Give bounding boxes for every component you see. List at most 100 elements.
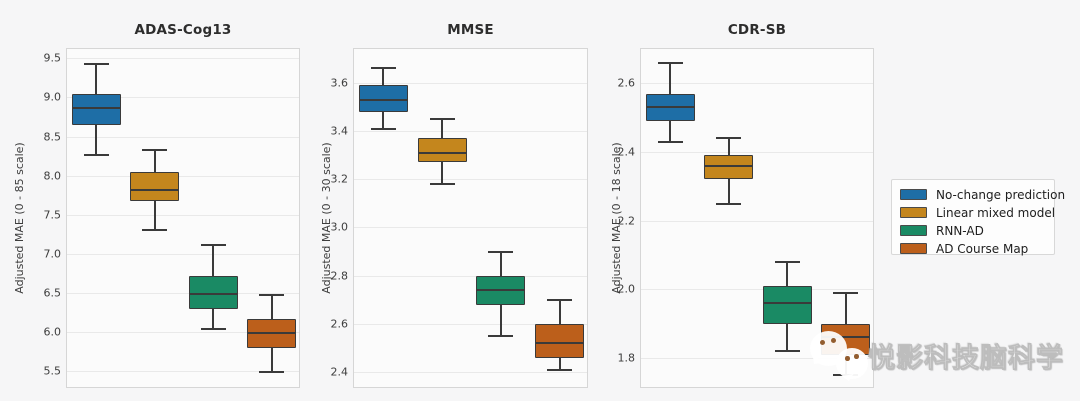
chart-title: ADAS-Cog13 (134, 22, 232, 38)
gridline (67, 136, 299, 138)
box (247, 319, 297, 349)
box (358, 85, 408, 112)
box-median (645, 106, 695, 109)
gridline (354, 275, 587, 277)
legend-swatch-linear-mixed-model (900, 207, 927, 219)
y-tick-label: 5.5 (43, 364, 62, 378)
box-whisker-cap (200, 244, 226, 247)
legend-item-linear-mixed-model: Linear mixed model (900, 205, 1055, 221)
y-tick-label: 3.6 (330, 76, 349, 90)
plot-area: 5.5 6.0 6.5 7.0 7.5 8.0 8.5 9.0 9.5 (44, 48, 300, 388)
box-median (417, 151, 467, 154)
gridline (67, 292, 299, 294)
gridline (354, 179, 587, 181)
gridline (641, 358, 873, 360)
box-median (762, 302, 812, 305)
box-whisker-cap (370, 127, 396, 130)
legend-swatch-no-change-prediction (900, 189, 927, 201)
box-median (821, 336, 871, 339)
box-whisker-cap (547, 368, 573, 371)
legend-swatch-rnn-ad (900, 225, 927, 237)
y-tick-label: 7.5 (43, 208, 62, 222)
box-median (358, 98, 408, 101)
y-tick-label: 6.5 (43, 286, 62, 300)
gridline (67, 331, 299, 333)
wechat-icon (845, 356, 850, 361)
box-whisker-cap (259, 370, 285, 373)
gridline (67, 97, 299, 99)
y-tick-label: 6.0 (43, 325, 62, 339)
box (535, 323, 585, 358)
gridline (641, 152, 873, 154)
y-tick-label: 2.4 (617, 145, 636, 159)
gridline (67, 371, 299, 373)
box-median (71, 106, 121, 109)
box-whisker-cap (488, 250, 514, 253)
gridline (354, 372, 587, 374)
box-whisker-cap (429, 117, 455, 120)
gridline (67, 175, 299, 177)
legend-item-ad-course-map: AD Course Map (900, 241, 1046, 257)
y-tick-label: 2.6 (617, 76, 636, 90)
box-whisker-cap (657, 61, 683, 64)
box-whisker-cap (142, 148, 168, 151)
gridline (354, 130, 587, 132)
box (71, 94, 121, 125)
y-tick-label: 3.4 (330, 124, 349, 138)
legend-label: RNN-AD (936, 223, 984, 238)
box (704, 155, 754, 180)
legend: No-change prediction Linear mixed model … (891, 179, 1065, 257)
box (762, 285, 812, 324)
y-tick-label: 2.2 (617, 214, 636, 228)
gridline (354, 227, 587, 229)
y-tick-label: 7.0 (43, 247, 62, 261)
gridline (67, 253, 299, 255)
y-tick-label: 2.6 (330, 317, 349, 331)
legend-label: AD Course Map (936, 241, 1029, 256)
gridline (354, 323, 587, 325)
box (130, 172, 180, 201)
legend-swatch-ad-course-map (900, 243, 927, 255)
gridline (67, 58, 299, 60)
y-tick-label: 9.5 (43, 51, 62, 65)
y-tick-label: 2.8 (330, 269, 349, 283)
wechat-icon (836, 348, 868, 379)
box-whisker-cap (774, 350, 800, 353)
box-whisker-cap (657, 140, 683, 143)
legend-item-no-change-prediction: No-change prediction (900, 187, 1065, 203)
box-whisker-cap (200, 327, 226, 330)
box-median (704, 164, 754, 167)
watermark-text: 悦影科技脑科学 (868, 343, 1064, 375)
gridline (67, 214, 299, 216)
box-whisker-cap (488, 334, 514, 337)
box-median (535, 342, 585, 345)
box-whisker-cap (833, 291, 859, 294)
legend-item-rnn-ad: RNN-AD (900, 223, 1046, 239)
legend-label: No-change prediction (936, 187, 1066, 202)
box-whisker-cap (716, 137, 742, 140)
box-whisker-cap (259, 294, 285, 297)
gridline (354, 82, 587, 84)
box-whisker-cap (370, 67, 396, 70)
box-median (247, 331, 297, 334)
wechat-icon (831, 338, 836, 343)
gridline (641, 83, 873, 85)
box (188, 275, 238, 310)
box-whisker-cap (774, 260, 800, 263)
y-tick-label: 9.0 (43, 90, 62, 104)
gridline (641, 220, 873, 222)
legend-label: Linear mixed model (936, 205, 1056, 220)
y-tick-label: 2.0 (617, 282, 636, 296)
box-whisker-cap (716, 202, 742, 205)
box-median (476, 289, 526, 292)
wechat-icon (854, 354, 859, 359)
y-tick-label: 3.2 (330, 172, 349, 186)
wechat-icon (820, 340, 825, 345)
box-whisker-cap (547, 298, 573, 301)
box-whisker-cap (429, 183, 455, 186)
plot-area: 2.4 2.6 2.8 3.0 3.2 3.4 3.6 (331, 48, 588, 388)
box-whisker-cap (83, 62, 109, 65)
